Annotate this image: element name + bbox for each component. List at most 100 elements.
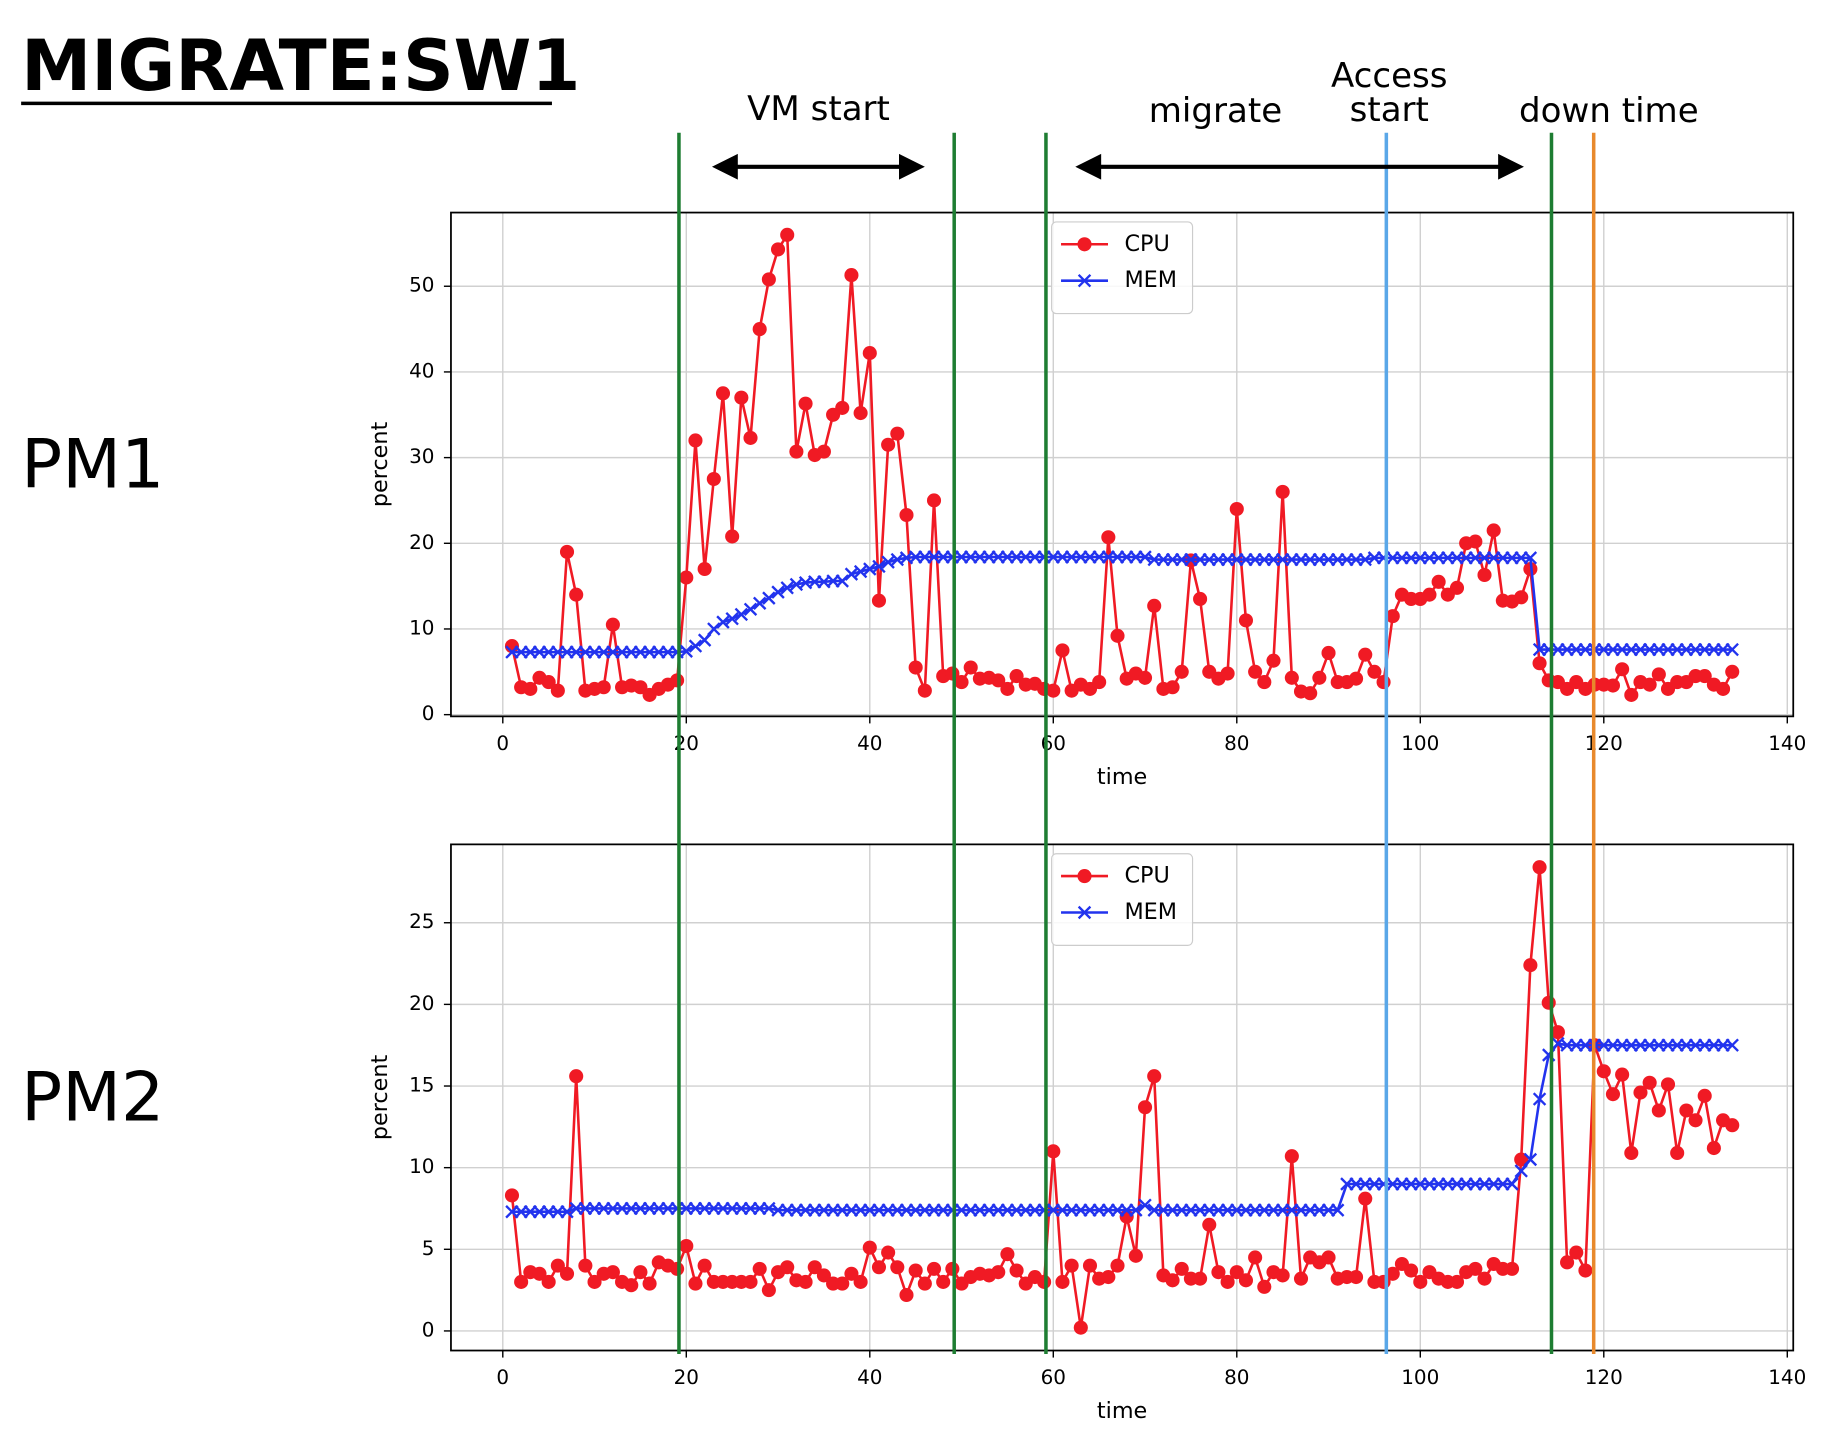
point	[743, 1274, 758, 1289]
annotation-label: Access	[1331, 56, 1448, 96]
point	[1605, 1087, 1621, 1102]
plot-frame	[450, 211, 1795, 718]
point	[560, 1205, 574, 1219]
point	[1532, 860, 1547, 875]
point	[688, 433, 703, 448]
point	[1725, 1118, 1740, 1133]
legend-marker	[1077, 273, 1092, 288]
point	[1211, 1265, 1226, 1280]
legend-marker	[1077, 905, 1092, 920]
annotation-label: VM start	[747, 89, 890, 129]
point	[1303, 686, 1318, 701]
point	[890, 426, 905, 441]
point	[1477, 567, 1492, 583]
point	[1275, 484, 1290, 499]
x-tick-label: 140	[1768, 731, 1806, 755]
point	[1128, 1248, 1143, 1263]
point	[1716, 681, 1731, 696]
point	[1532, 656, 1547, 671]
y-tick-label: 10	[409, 1154, 434, 1178]
point	[872, 559, 886, 574]
point	[761, 272, 776, 287]
y-tick-label: 15	[409, 1073, 434, 1097]
point	[835, 400, 850, 415]
arrow-head	[1075, 153, 1102, 180]
point	[1037, 1274, 1052, 1289]
point	[881, 437, 896, 452]
point	[1009, 669, 1024, 684]
point	[881, 1245, 896, 1260]
point	[1404, 1263, 1419, 1278]
point	[1000, 681, 1015, 696]
y-tick-label: 10	[409, 615, 434, 639]
point	[752, 596, 767, 610]
point	[605, 1265, 620, 1280]
point	[559, 1266, 575, 1281]
point	[688, 1276, 703, 1291]
point	[1660, 1077, 1676, 1092]
row-label: PM2	[21, 1059, 164, 1138]
point	[1220, 666, 1235, 681]
point	[761, 1283, 776, 1298]
point	[1468, 1261, 1483, 1276]
point	[1147, 598, 1162, 613]
point	[743, 602, 758, 616]
y-tick-label: 0	[422, 1317, 435, 1341]
point	[715, 386, 731, 401]
point	[1514, 1152, 1529, 1167]
point	[1110, 1258, 1125, 1273]
point	[725, 529, 740, 544]
x-tick-label: 80	[1224, 731, 1249, 755]
point	[541, 1274, 556, 1289]
point	[936, 1274, 951, 1289]
point	[844, 1266, 859, 1281]
point	[1596, 1064, 1611, 1079]
point	[624, 1278, 639, 1293]
y-tick-label: 30	[409, 444, 434, 468]
legend-label: MEM	[1124, 267, 1177, 293]
point	[1633, 1085, 1648, 1100]
point	[1082, 1258, 1098, 1273]
point	[1651, 1103, 1666, 1118]
point	[550, 1258, 565, 1273]
y-tick-label: 50	[409, 273, 434, 297]
legend-label: CPU	[1124, 863, 1169, 889]
point	[670, 673, 685, 688]
point	[1504, 1261, 1520, 1276]
point	[908, 1263, 923, 1278]
point	[1321, 645, 1336, 661]
point	[559, 544, 575, 559]
y-tick-label: 20	[409, 530, 434, 554]
point	[1248, 664, 1263, 679]
point	[1193, 1271, 1208, 1286]
point	[734, 607, 749, 622]
point	[835, 574, 849, 588]
point	[1238, 1273, 1254, 1288]
point	[1505, 1177, 1519, 1191]
point	[1624, 1145, 1639, 1161]
point	[1101, 1270, 1116, 1285]
point	[1101, 530, 1116, 545]
point	[1293, 1271, 1309, 1286]
point	[697, 1258, 712, 1273]
point	[716, 615, 730, 629]
point	[1651, 667, 1666, 682]
point	[844, 268, 859, 283]
point	[908, 660, 923, 675]
point	[816, 1268, 831, 1283]
point	[863, 562, 877, 576]
point	[1541, 995, 1556, 1010]
y-axis-label: percent	[367, 1054, 393, 1140]
x-axis-label: time	[1097, 1398, 1147, 1424]
point	[1220, 1274, 1235, 1289]
point	[1349, 1270, 1364, 1285]
x-tick-label: 120	[1585, 731, 1623, 755]
point	[1550, 1025, 1565, 1040]
point	[1229, 501, 1244, 517]
point	[991, 1265, 1006, 1280]
point	[844, 567, 859, 581]
point	[532, 1266, 547, 1281]
point	[1009, 1263, 1024, 1278]
point	[1257, 1279, 1272, 1294]
x-tick-label: 140	[1768, 1365, 1806, 1389]
